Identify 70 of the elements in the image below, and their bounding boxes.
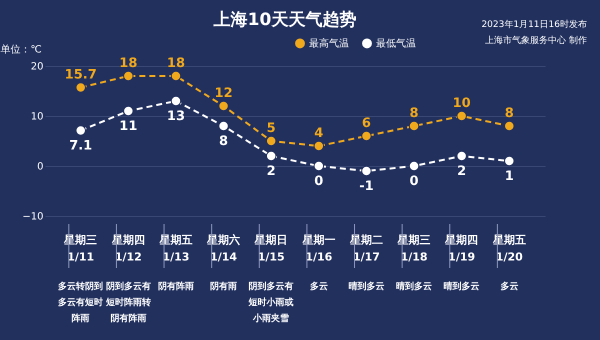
data-label: 12 [214, 86, 233, 101]
x-tick-label: 星期五 1/13 [158, 234, 192, 264]
point [75, 125, 86, 136]
text: 多云转阴到多云有短时阵雨 [58, 281, 104, 324]
x-tick-label: 星期六 1/14 [206, 234, 240, 264]
data-label: 15.7 [64, 68, 97, 82]
data-label: 7.1 [69, 138, 92, 154]
text: 上海市气象服务中心 制作 [485, 35, 587, 46]
text: 多云 [500, 281, 518, 292]
point [361, 166, 372, 176]
data-label: 5 [266, 121, 276, 136]
data-label: 11 [119, 119, 138, 134]
y-tick-label: 0 [37, 162, 44, 172]
data-label: 18 [166, 56, 185, 71]
text: 阴到多云有短时阵雨转阴有阵雨 [104, 281, 151, 324]
data-label: 18 [119, 56, 138, 71]
data-label: 4 [314, 126, 324, 141]
data-label: 10 [452, 96, 471, 111]
x-tick-label: 星期二 1/17 [348, 234, 383, 264]
text: 阴有阵雨 [158, 281, 194, 292]
data-label: -1 [359, 179, 374, 194]
data-label: 0 [410, 174, 419, 189]
data-label: 8 [504, 106, 514, 121]
data-label: 0 [314, 174, 324, 189]
y-axis-title: 单位：℃ [0, 44, 42, 56]
point [456, 150, 467, 162]
point [408, 160, 420, 172]
text: 晴到多云 [444, 281, 480, 292]
text: 阴有雨 [210, 281, 238, 292]
point [123, 106, 134, 116]
legend-label: 最低气温 [376, 37, 416, 50]
data-label: 2 [266, 164, 276, 179]
y-tick-label: 20 [30, 62, 44, 72]
chart-title: 上海10天天气趋势 [212, 10, 356, 30]
point [123, 70, 134, 82]
point [266, 136, 276, 146]
point [314, 160, 324, 172]
data-label: 8 [410, 106, 419, 121]
point [456, 110, 467, 122]
point [170, 96, 182, 106]
point [361, 130, 372, 142]
point [504, 120, 515, 132]
y-tick-label: 10 [30, 112, 44, 122]
x-tick-label: 星期日 1/15 [254, 234, 288, 264]
text: 多云 [310, 281, 328, 292]
text: 2023年1月11日16时发布 [481, 19, 587, 30]
point [266, 150, 276, 162]
x-tick-label: 星期四 1/12 [110, 234, 145, 264]
text: 阴到多云有短时小雨或小雨夹雪 [248, 281, 294, 324]
data-label: 2 [457, 164, 466, 179]
data-label: 6 [362, 116, 371, 131]
x-tick-label: 星期四 1/19 [444, 234, 478, 264]
text: 晴到多云 [348, 281, 384, 292]
data-label: 8 [219, 134, 228, 149]
point [314, 140, 324, 152]
point [218, 100, 229, 112]
data-label: 13 [166, 109, 185, 124]
text: 晴到多云 [396, 281, 432, 292]
point [75, 82, 86, 93]
legend-label: 最高气温 [309, 37, 349, 50]
x-tick-label: 星期五 1/20 [492, 234, 526, 264]
x-tick-label: 星期一 1/16 [301, 234, 336, 264]
x-tick-label: 星期三 1/11 [63, 234, 98, 264]
point [218, 120, 229, 132]
data-label: 1 [504, 169, 514, 184]
y-tick-label: −10 [22, 212, 44, 222]
point [170, 70, 182, 82]
x-tick-label: 星期三 1/18 [396, 234, 431, 264]
point [504, 156, 515, 166]
point [408, 120, 420, 132]
